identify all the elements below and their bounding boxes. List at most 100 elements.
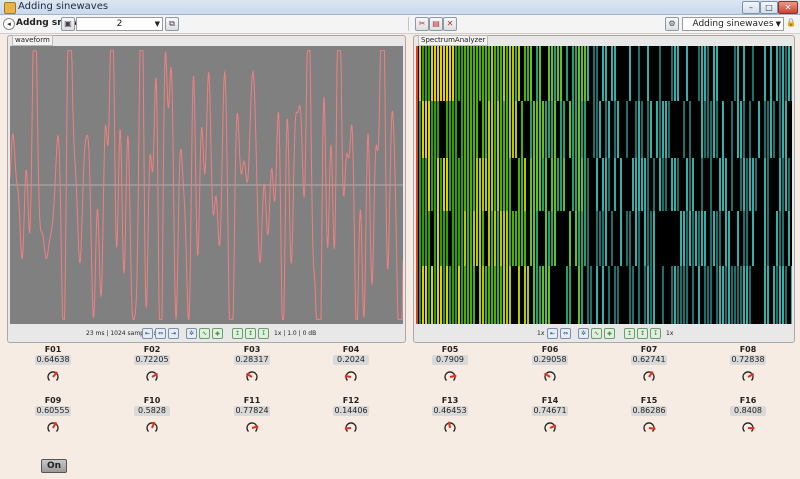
zoom-in-h-icon[interactable]: ⇔ <box>560 328 571 339</box>
knob-f15[interactable]: F15 0.86286 <box>619 396 679 440</box>
waveform-plot[interactable] <box>10 46 403 324</box>
paste-icon[interactable]: ▤ <box>429 17 443 31</box>
delete-icon[interactable]: ✕ <box>443 17 457 31</box>
freeze-icon[interactable]: ◈ <box>604 328 615 339</box>
zoom-out-h-icon[interactable]: ⇤ <box>547 328 558 339</box>
knob-f01[interactable]: F01 0.64638 <box>23 345 83 389</box>
knob-dial-icon[interactable] <box>742 421 756 435</box>
knob-dial-icon[interactable] <box>146 370 160 384</box>
minimize-button[interactable]: – <box>742 1 760 14</box>
waveform-panel: waveform 23 ms | 1024 samp | 1x ⇤ ⇔ ⇥ ✲ … <box>7 35 406 343</box>
knob-value[interactable]: 0.64638 <box>35 355 71 365</box>
waveform-scale-text: 1x | 1.0 | 0 dB <box>274 330 317 337</box>
knob-value[interactable]: 0.72205 <box>134 355 170 365</box>
knob-value[interactable]: 0.72838 <box>730 355 766 365</box>
zoom-in-v-icon[interactable]: ↥ <box>232 328 243 339</box>
knob-dial-icon[interactable] <box>444 421 458 435</box>
knob-dial-icon[interactable] <box>146 421 160 435</box>
title-bar: Adding sinewaves – □ ✕ <box>0 0 800 15</box>
zoom-fit-v-icon[interactable]: ↧ <box>650 328 661 339</box>
freeze-icon[interactable]: ◈ <box>212 328 223 339</box>
knob-dial-icon[interactable] <box>47 421 61 435</box>
wave-mode-icon[interactable]: ∿ <box>591 328 602 339</box>
knob-value[interactable]: 0.2024 <box>333 355 369 365</box>
knob-dial-icon[interactable] <box>246 421 260 435</box>
knob-value[interactable]: 0.14406 <box>333 406 369 416</box>
knob-dial-icon[interactable] <box>643 421 657 435</box>
knob-label: F07 <box>640 345 658 354</box>
waveform-label: waveform <box>12 35 53 46</box>
knob-f04[interactable]: F04 0.2024 <box>321 345 381 389</box>
settings-icon[interactable]: ✲ <box>186 328 197 339</box>
knob-value[interactable]: 0.7909 <box>432 355 468 365</box>
knob-f05[interactable]: F05 0.7909 <box>420 345 480 389</box>
zoom-in-v-icon[interactable]: ↥ <box>624 328 635 339</box>
knob-label: F06 <box>541 345 559 354</box>
preset-name-select[interactable]: Adding sinewaves ▼ <box>682 17 784 31</box>
knob-f12[interactable]: F12 0.14406 <box>321 396 381 440</box>
knob-f16[interactable]: F16 0.8408 <box>718 396 778 440</box>
knob-dial-icon[interactable] <box>544 370 558 384</box>
knob-dial-icon[interactable] <box>544 421 558 435</box>
knob-value[interactable]: 0.46453 <box>432 406 468 416</box>
maximize-button[interactable]: □ <box>760 1 778 14</box>
knob-label: F15 <box>640 396 658 405</box>
knob-dial-icon[interactable] <box>47 370 61 384</box>
knob-dial-icon[interactable] <box>246 370 260 384</box>
copy-icon[interactable]: ⧉ <box>165 17 179 31</box>
settings-icon[interactable]: ✲ <box>578 328 589 339</box>
knob-label: F03 <box>243 345 261 354</box>
knob-f14[interactable]: F14 0.74671 <box>520 396 580 440</box>
zoom-fit-v-icon[interactable]: ↧ <box>258 328 269 339</box>
cut-icon[interactable]: ✂ <box>415 17 429 31</box>
zoom-out-v-icon[interactable]: ↕ <box>637 328 648 339</box>
gear-icon[interactable]: ⚙ <box>665 17 679 31</box>
spectrum-plot[interactable] <box>416 46 792 324</box>
collapse-icon[interactable]: ◂ <box>3 18 15 30</box>
knob-dial-icon[interactable] <box>345 370 359 384</box>
knob-value[interactable]: 0.29058 <box>532 355 568 365</box>
knob-dial-icon[interactable] <box>345 421 359 435</box>
knob-value[interactable]: 0.62741 <box>631 355 667 365</box>
close-button[interactable]: ✕ <box>778 1 798 14</box>
preset-number-value: 2 <box>116 19 123 29</box>
knob-f08[interactable]: F08 0.72838 <box>718 345 778 389</box>
chevron-down-icon: ▼ <box>775 20 781 28</box>
window-title: Adding sinewaves <box>18 1 109 12</box>
knob-value[interactable]: 0.8408 <box>730 406 766 416</box>
zoom-out-v-icon[interactable]: ↕ <box>245 328 256 339</box>
preset-number-select[interactable]: 2 ▼ <box>76 17 163 31</box>
knob-value[interactable]: 0.28317 <box>234 355 270 365</box>
knob-value[interactable]: 0.60555 <box>35 406 71 416</box>
waveform-status-text: 23 ms | 1024 samp | 1x <box>86 330 158 337</box>
knob-f10[interactable]: F10 0.5828 <box>122 396 182 440</box>
spectrogram <box>416 46 792 324</box>
knob-value[interactable]: 0.86286 <box>631 406 667 416</box>
knob-dial-icon[interactable] <box>643 370 657 384</box>
zoom-fit-h-icon[interactable]: ⇥ <box>168 328 179 339</box>
spectrum-status-bar: 1x ⇤ ⇔ ✲ ∿ ◈ ↥ ↕ ↧ 1x <box>414 326 794 340</box>
knob-value[interactable]: 0.74671 <box>532 406 568 416</box>
knob-f02[interactable]: F02 0.72205 <box>122 345 182 389</box>
knob-dial-icon[interactable] <box>444 370 458 384</box>
toolbar-divider <box>408 17 409 31</box>
knob-f09[interactable]: F09 0.60555 <box>23 396 83 440</box>
knob-f07[interactable]: F07 0.62741 <box>619 345 679 389</box>
knob-f13[interactable]: F13 0.46453 <box>420 396 480 440</box>
camera-icon[interactable]: ▣ <box>61 17 75 31</box>
knob-dial-icon[interactable] <box>742 370 756 384</box>
knob-label: F11 <box>243 396 261 405</box>
spectrum-scale-left: 1x <box>537 330 545 337</box>
knob-f03[interactable]: F03 0.28317 <box>222 345 282 389</box>
knob-value[interactable]: 0.77824 <box>234 406 270 416</box>
knob-value[interactable]: 0.5828 <box>134 406 170 416</box>
knob-f11[interactable]: F11 0.77824 <box>222 396 282 440</box>
lock-icon[interactable]: 🔒 <box>786 18 796 27</box>
knob-f06[interactable]: F06 0.29058 <box>520 345 580 389</box>
wave-mode-icon[interactable]: ∿ <box>199 328 210 339</box>
spectrum-label: SpectrumAnalyzer <box>418 35 489 46</box>
zoom-in-h-icon[interactable]: ⇔ <box>155 328 166 339</box>
waveform-status-bar: 23 ms | 1024 samp | 1x ⇤ ⇔ ⇥ ✲ ∿ ◈ ↥ ↕ ↧… <box>8 326 405 340</box>
zoom-out-h-icon[interactable]: ⇤ <box>142 328 153 339</box>
on-toggle-button[interactable]: On <box>41 459 67 473</box>
